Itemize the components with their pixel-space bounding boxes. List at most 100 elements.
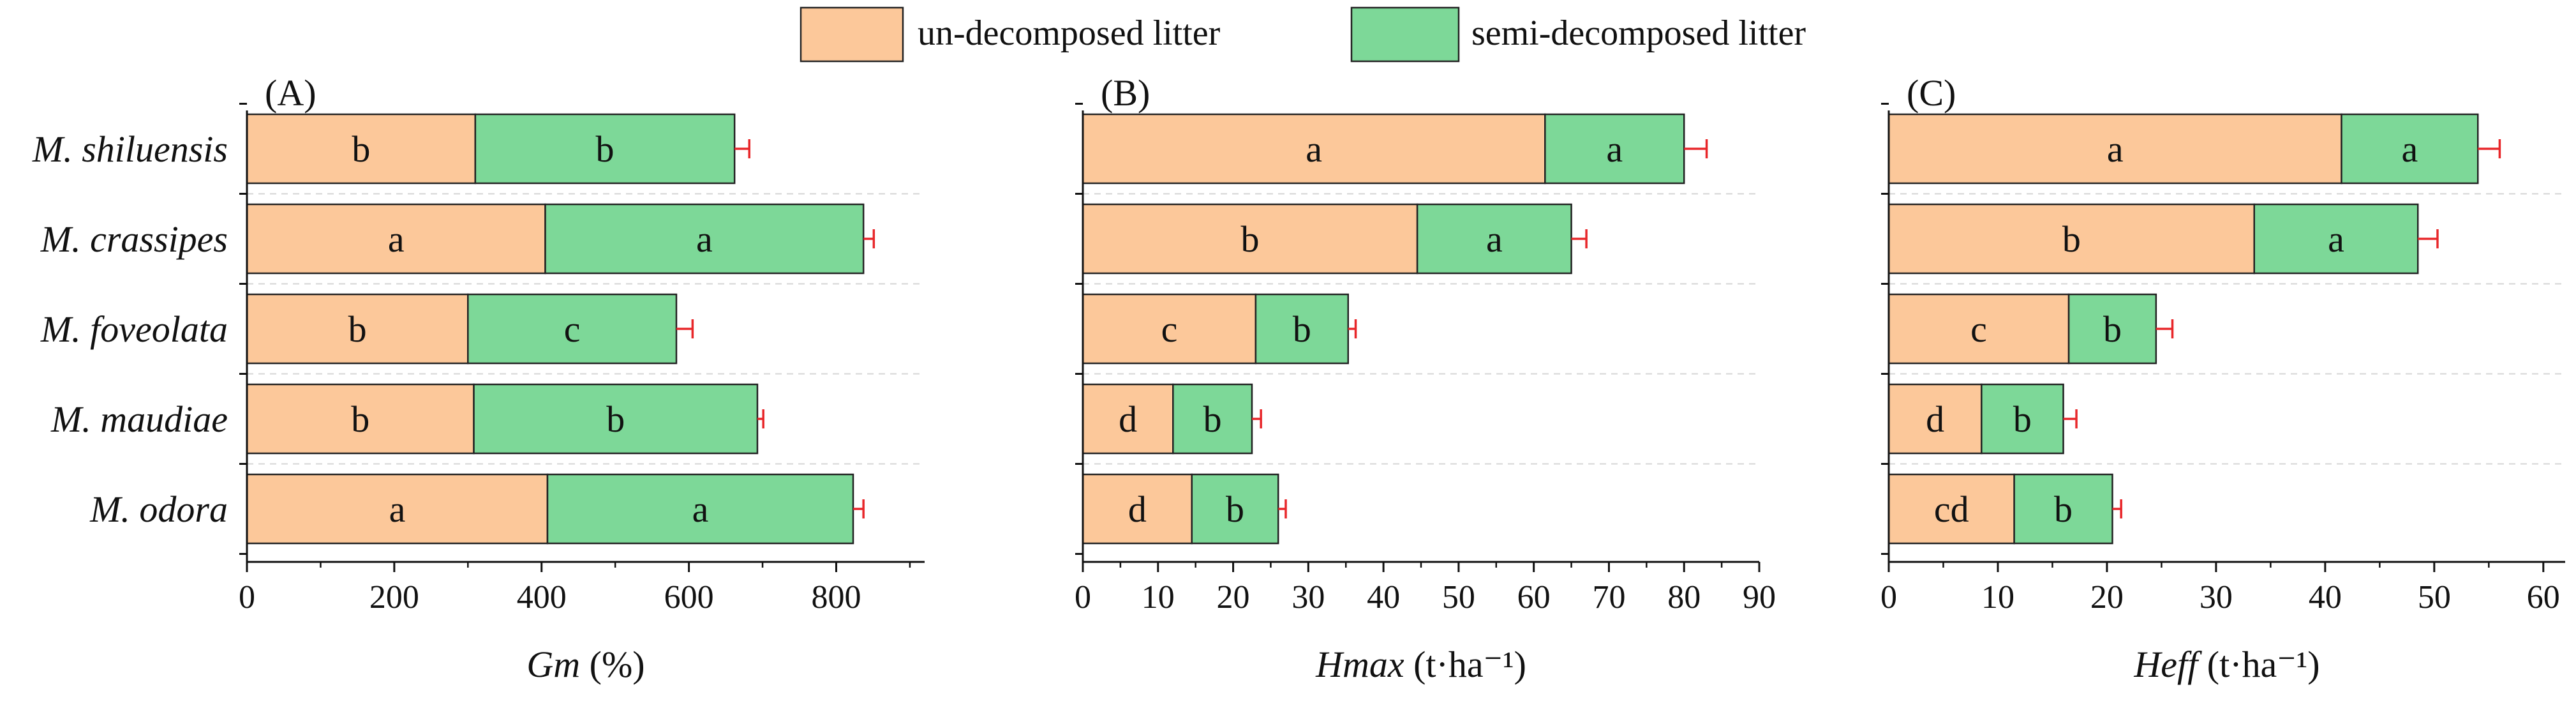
bar-letter-label: d (1119, 398, 1137, 440)
bar-m-shiluensis-un-decomposed-litter (1887, 113, 2342, 185)
x-axis-label-unit: (t·ha⁻¹) (2198, 644, 2319, 685)
x-axis-label: Heff (t·ha⁻¹) (2133, 644, 2319, 685)
chart-legend: un-decomposed litter semi-decomposed litt… (800, 6, 1806, 63)
bar-m-foveolata-un-decomposed-litter (1082, 293, 1257, 365)
x-tick-label: 40 (2309, 579, 2342, 616)
bar-letter-label: b (2013, 398, 2032, 440)
x-tick-label: 200 (369, 579, 419, 616)
x-tick-label: 40 (1367, 579, 1400, 616)
bar-m-crassipes-un-decomposed-litter (246, 203, 546, 275)
x-tick-label: 70 (1592, 579, 1625, 616)
bar-m-odora-semi-decomposed-litter (2013, 473, 2113, 545)
x-axis-label-variable: Gm (526, 644, 580, 685)
panel-b: a a b a c b d b d b 0 10 20 30 40 50 60 70 80 90 Hmax (t·ha⁻… (1075, 72, 1776, 685)
bar-letter-label: a (389, 488, 406, 530)
bar-m-foveolata-semi-decomposed-litter (1254, 293, 1350, 365)
bar-letter-label: b (1241, 218, 1260, 260)
x-tick-label: 60 (1517, 579, 1551, 616)
x-axis-label: Gm (%) (526, 644, 644, 685)
bar-m-shiluensis-un-decomposed-litter (246, 113, 477, 185)
bar-letter-label: b (596, 128, 614, 170)
bar-letter-label: a (2107, 128, 2124, 170)
bar-m-maudiae-un-decomposed-litter (1887, 383, 1983, 455)
category-label-m-odora: M. odora (89, 488, 228, 530)
x-tick-label: 0 (1880, 579, 1897, 616)
bar-letter-label: b (352, 128, 370, 170)
bar-letter-label: b (1203, 398, 1222, 440)
legend-swatch-semi-decomposed-litter (1350, 6, 1460, 63)
bar-letter-label: d (1128, 488, 1147, 530)
bar-letter-label: b (1226, 488, 1244, 530)
bar-letter-label: b (348, 308, 367, 350)
panel-label: (C) (1907, 72, 1956, 114)
bar-m-odora-un-decomposed-litter (1887, 473, 2015, 545)
bar-m-crassipes-semi-decomposed-litter (2253, 203, 2419, 275)
bar-letter-label: a (2328, 218, 2344, 260)
bar-m-foveolata-un-decomposed-litter (246, 293, 469, 365)
bar-letter-label: a (1606, 128, 1623, 170)
bar-letter-label: a (1486, 218, 1503, 260)
bar-m-maudiae-semi-decomposed-litter (1981, 383, 2064, 455)
x-tick-label: 20 (2090, 579, 2124, 616)
bar-m-shiluensis-un-decomposed-litter (1082, 113, 1546, 185)
bar-letter-label: a (388, 218, 405, 260)
category-label-m-crassipes: M. crassipes (40, 218, 228, 260)
category-label-m-maudiae: M. maudiae (50, 398, 228, 440)
x-axis-label-variable: Heff (2133, 644, 2202, 685)
x-tick-label: 80 (1667, 579, 1701, 616)
bar-letter-label: c (1161, 308, 1178, 350)
x-tick-label: 50 (1442, 579, 1475, 616)
x-tick-label: 30 (2200, 579, 2233, 616)
x-axis-label-unit: (t·ha⁻¹) (1404, 644, 1526, 685)
panel-a: b b a a b c b b a a 0 200 400 600 800 Gm (%) (A) M. shilu… (32, 72, 925, 685)
x-tick-label: 10 (1981, 579, 2014, 616)
x-tick-label: 800 (811, 579, 861, 616)
bar-letter-label: b (2062, 218, 2081, 260)
bar-m-foveolata-un-decomposed-litter (1887, 293, 2070, 365)
bar-m-crassipes-semi-decomposed-litter (1416, 203, 1572, 275)
category-label-m-shiluensis: M. shiluensis (32, 128, 228, 170)
category-label-m-foveolata: M. foveolata (40, 308, 228, 350)
x-tick-label: 0 (1075, 579, 1091, 616)
bar-m-crassipes-semi-decomposed-litter (544, 203, 865, 275)
x-axis-label-unit: (%) (580, 644, 644, 685)
bar-letter-label: b (2054, 488, 2073, 530)
bar-m-maudiae-un-decomposed-litter (1082, 383, 1174, 455)
bar-m-shiluensis-semi-decomposed-litter (2341, 113, 2479, 185)
bar-letter-label: d (1926, 398, 1944, 440)
bar-m-odora-un-decomposed-litter (246, 473, 549, 545)
bar-letter-label: c (564, 308, 581, 350)
x-axis-label: Hmax (t·ha⁻¹) (1315, 644, 1526, 685)
bar-letter-label: b (2103, 308, 2122, 350)
x-tick-label: 400 (517, 579, 567, 616)
panel-label: (A) (265, 72, 316, 114)
legend-swatch-un-decomposed-litter (800, 6, 904, 63)
x-tick-label: 10 (1142, 579, 1175, 616)
bar-letter-label: a (692, 488, 709, 530)
bar-letter-label: b (1293, 308, 1311, 350)
x-tick-label: 30 (1292, 579, 1325, 616)
x-axis-label-variable: Hmax (1315, 644, 1404, 685)
x-tick-label: 20 (1217, 579, 1250, 616)
bar-letter-label: b (351, 398, 369, 440)
panel-c: a a b a c b d b cd b 0 10 20 30 40 50 60 Heff (t·ha⁻¹) (C) (1880, 72, 2565, 685)
legend-label-un-decomposed-litter: un-decomposed litter (918, 13, 1221, 53)
bar-m-maudiae-un-decomposed-litter (246, 383, 475, 455)
bar-m-maudiae-semi-decomposed-litter (1172, 383, 1253, 455)
x-tick-label: 90 (1743, 579, 1776, 616)
x-tick-label: 0 (239, 579, 255, 616)
bar-letter-label: c (1970, 308, 1987, 350)
bar-letter-label: a (2401, 128, 2418, 170)
panel-label: (B) (1101, 72, 1150, 114)
x-tick-label: 600 (664, 579, 714, 616)
x-tick-label: 50 (2418, 579, 2451, 616)
bar-letter-label: a (696, 218, 713, 260)
x-tick-label: 60 (2527, 579, 2560, 616)
bar-m-shiluensis-semi-decomposed-litter (1544, 113, 1685, 185)
bar-m-odora-semi-decomposed-litter (546, 473, 854, 545)
legend-label-semi-decomposed-litter: semi-decomposed litter (1471, 13, 1806, 53)
bar-letter-label: b (606, 398, 625, 440)
bar-letter-label: cd (1934, 488, 1969, 530)
